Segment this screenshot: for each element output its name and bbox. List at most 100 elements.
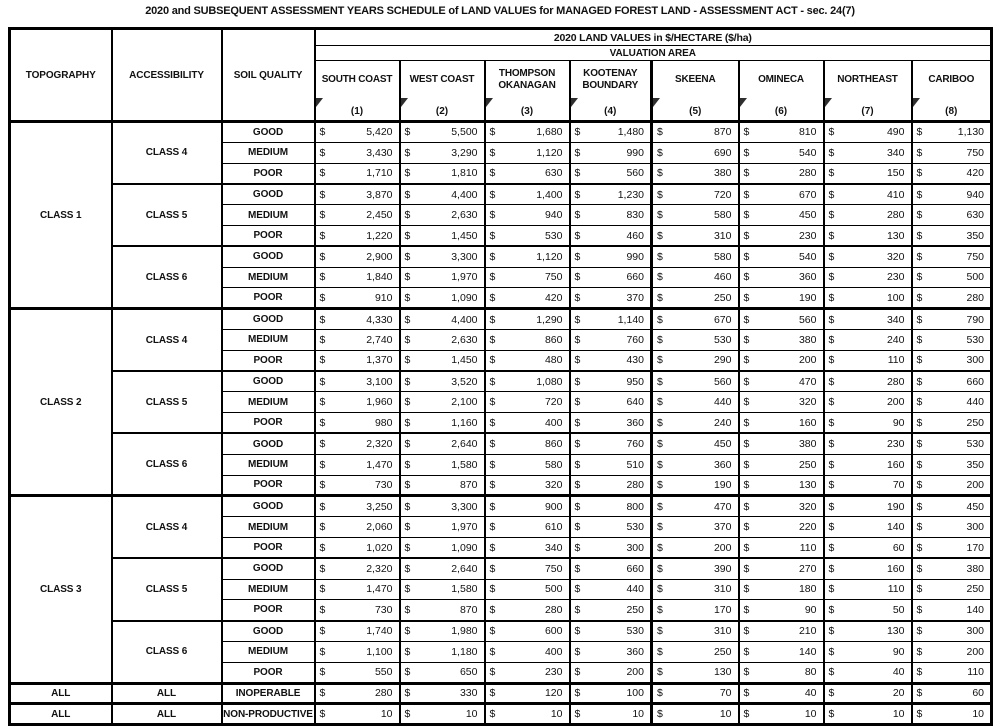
currency-symbol: $	[489, 521, 496, 534]
soil-quality-cell: GOOD	[220, 307, 316, 330]
soil-quality-cell: MEDIUM	[220, 328, 316, 351]
value-amount: 230	[544, 666, 563, 679]
value-amount: 2,640	[451, 438, 478, 451]
table-row: POOR $980 $1,160 $400 $360 $240 $160 $90 $250	[10, 412, 993, 434]
value-amount: 450	[798, 209, 817, 222]
value-cell: $360	[568, 412, 653, 434]
currency-symbol: $	[916, 603, 923, 616]
value-cell: $560	[650, 370, 740, 393]
value-cell: $140	[910, 599, 993, 622]
value-amount: 1,290	[536, 313, 563, 326]
currency-symbol: $	[828, 625, 835, 638]
value-amount: 980	[374, 416, 393, 429]
value-cell: $350	[910, 453, 993, 476]
value-amount: 870	[459, 603, 478, 616]
value-amount: 280	[374, 687, 393, 700]
soil-quality-cell: POOR	[220, 536, 316, 559]
value-cell: $140	[737, 640, 825, 663]
currency-symbol: $	[404, 687, 411, 700]
currency-symbol: $	[657, 687, 663, 700]
value-amount: 1,480	[617, 126, 644, 139]
currency-symbol: $	[828, 126, 835, 139]
currency-symbol: $	[828, 354, 835, 367]
value-amount: 300	[966, 625, 985, 638]
currency-symbol: $	[319, 271, 326, 284]
value-cell: $1,020	[313, 536, 401, 559]
value-amount: 860	[544, 438, 563, 451]
value-cell: $10	[822, 702, 913, 726]
currency-symbol: $	[404, 250, 411, 263]
currency-symbol: $	[828, 146, 835, 159]
value-amount: 2,450	[366, 209, 393, 222]
region-number: (1)	[350, 106, 364, 117]
currency-symbol: $	[574, 333, 581, 346]
value-amount: 2,740	[366, 333, 393, 346]
currency-symbol: $	[828, 521, 835, 534]
value-cell: $130	[822, 224, 913, 247]
currency-symbol: $	[319, 708, 326, 721]
currency-symbol: $	[743, 313, 750, 326]
value-cell: $450	[650, 432, 740, 455]
currency-symbol: $	[657, 188, 663, 201]
soil-quality-cell: GOOD	[220, 619, 316, 642]
value-cell: $3,100	[313, 370, 401, 393]
value-amount: 420	[966, 167, 985, 180]
value-cell: $830	[568, 204, 653, 226]
currency-symbol: $	[916, 333, 923, 346]
table-row: MEDIUM $2,740 $2,630 $860 $760 $530 $380 $240 $5…	[10, 328, 993, 351]
currency-symbol: $	[916, 416, 923, 429]
value-cell: $250	[910, 412, 993, 434]
value-amount: 360	[713, 458, 732, 471]
currency-symbol: $	[489, 687, 496, 700]
currency-symbol: $	[916, 375, 923, 388]
value-amount: 750	[544, 271, 563, 284]
value-amount: 90	[804, 603, 817, 616]
value-cell: $540	[737, 245, 825, 268]
table-row: POOR $1,220 $1,450 $530 $460 $310 $230 $130 $350	[10, 224, 993, 247]
currency-symbol: $	[743, 146, 750, 159]
value-cell: $380	[737, 328, 825, 351]
region-number: (6)	[774, 106, 788, 117]
value-cell: $240	[650, 412, 740, 434]
value-amount: 650	[459, 666, 478, 679]
currency-symbol: $	[574, 291, 581, 304]
value-amount: 450	[713, 438, 732, 451]
currency-symbol: $	[404, 271, 411, 284]
currency-symbol: $	[916, 250, 923, 263]
currency-symbol: $	[404, 583, 411, 596]
region-number: (8)	[945, 106, 958, 117]
currency-symbol: $	[916, 313, 923, 326]
value-cell: $720	[483, 391, 571, 414]
value-amount: 420	[544, 291, 563, 304]
currency-symbol: $	[404, 666, 411, 679]
value-amount: 230	[798, 229, 817, 242]
currency-symbol: $	[828, 333, 835, 346]
value-cell: $1,980	[398, 619, 486, 642]
value-cell: $250	[568, 599, 653, 622]
topography-header: TOPOGRAPHY	[8, 28, 113, 122]
value-cell: $140	[822, 516, 913, 538]
currency-symbol: $	[319, 146, 326, 159]
value-cell: $1,120	[483, 141, 571, 164]
currency-symbol: $	[319, 541, 326, 554]
value-cell: $870	[398, 599, 486, 622]
value-cell: $4,330	[313, 307, 401, 330]
value-cell: $70	[822, 474, 913, 497]
value-amount: 530	[966, 438, 985, 451]
currency-symbol: $	[319, 458, 326, 471]
currency-symbol: $	[404, 478, 411, 491]
value-cell: $1,220	[313, 224, 401, 247]
value-amount: 690	[713, 146, 732, 159]
value-cell: $1,160	[398, 412, 486, 434]
currency-symbol: $	[574, 687, 581, 700]
value-amount: 380	[966, 562, 985, 575]
value-cell: $60	[822, 536, 913, 559]
currency-symbol: $	[828, 603, 835, 616]
value-cell: $290	[650, 349, 740, 372]
value-amount: 530	[966, 333, 985, 346]
value-amount: 1,230	[617, 188, 644, 201]
currency-symbol: $	[657, 645, 663, 658]
value-amount: 200	[798, 354, 817, 367]
value-cell: $1,960	[313, 391, 401, 414]
currency-symbol: $	[574, 645, 581, 658]
